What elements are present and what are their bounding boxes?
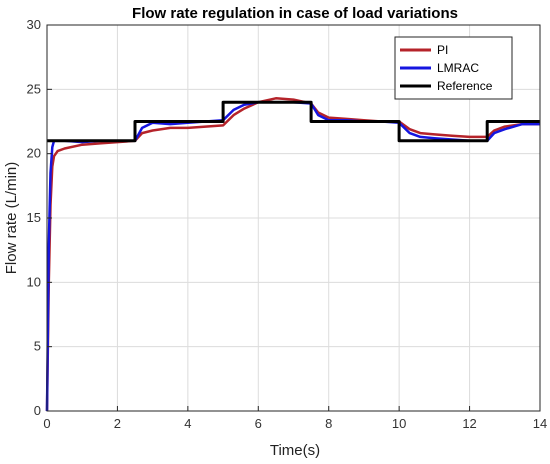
series-line-reference — [47, 100, 540, 143]
x-tick-label: 4 — [184, 416, 191, 431]
y-tick-label: 25 — [27, 81, 41, 96]
y-tick-label: 30 — [27, 17, 41, 32]
legend: PI LMRAC Reference — [394, 36, 513, 100]
series-layer — [45, 97, 540, 412]
axis-ticks: 0 2 4 6 8 10 12 14 0 5 10 15 20 25 30 — [27, 17, 548, 431]
legend-label: Reference — [437, 79, 493, 93]
y-tick-label: 10 — [27, 274, 41, 289]
y-tick-label: 20 — [27, 146, 41, 161]
y-tick-label: 0 — [34, 403, 41, 418]
x-tick-label: 8 — [325, 416, 332, 431]
chart-title: Flow rate regulation in case of load var… — [132, 5, 458, 22]
x-tick-label: 0 — [43, 416, 50, 431]
x-axis-label: Time(s) — [270, 442, 320, 459]
x-tick-label: 6 — [255, 416, 262, 431]
x-tick-label: 14 — [533, 416, 547, 431]
x-tick-label: 2 — [114, 416, 121, 431]
y-tick-label: 15 — [27, 210, 41, 225]
y-tick-label: 5 — [34, 339, 41, 354]
x-tick-label: 12 — [462, 416, 476, 431]
legend-label: LMRAC — [437, 61, 479, 75]
y-axis-label: Flow rate (L/min) — [3, 162, 20, 275]
legend-label: PI — [437, 43, 448, 57]
x-tick-label: 10 — [392, 416, 406, 431]
